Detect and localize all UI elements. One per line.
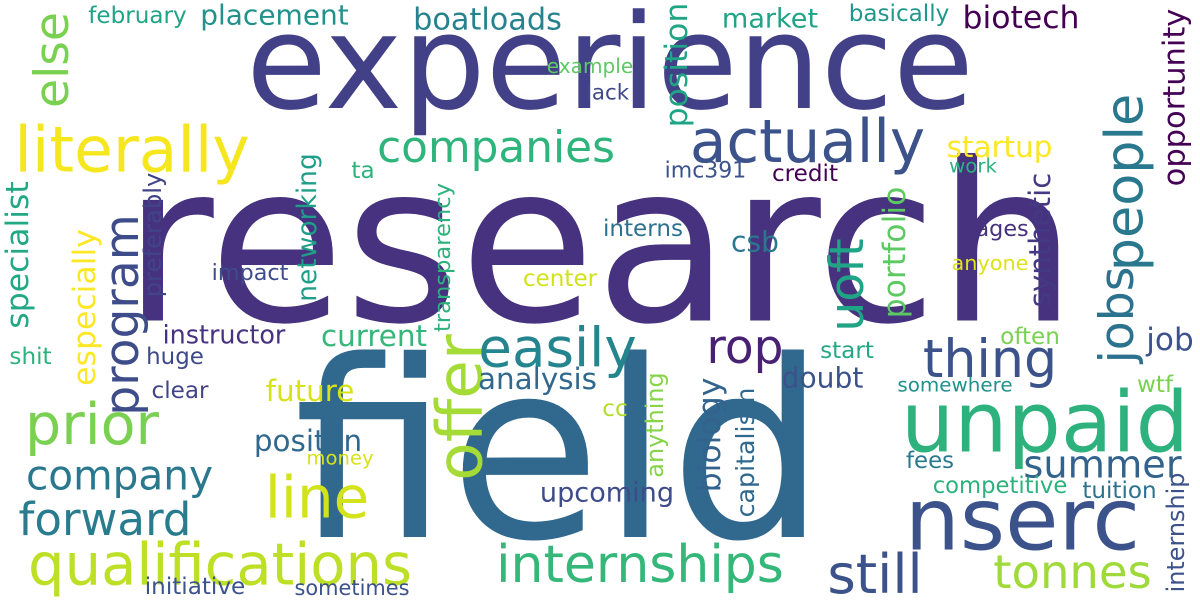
word-money: money — [306, 447, 374, 470]
word-basically: basically — [849, 1, 950, 27]
word-february: february — [88, 3, 186, 29]
word-synthetic: synthetic — [1023, 173, 1057, 307]
word-company: company — [26, 452, 213, 500]
word-rop: rop — [707, 320, 784, 375]
word-people: people — [1095, 94, 1156, 272]
word-competitive: competitive — [933, 473, 1068, 499]
word-job: job — [1145, 322, 1193, 358]
word-future: future — [266, 374, 355, 408]
word-clear: clear — [152, 378, 209, 404]
word-example: example — [547, 54, 634, 78]
word-interns: interns — [603, 216, 683, 242]
word-networking: networking — [292, 153, 323, 302]
word-prior: prior — [25, 392, 160, 458]
word-credit: credit — [772, 161, 838, 187]
word-fees: fees — [906, 448, 954, 474]
word-offer: offer — [424, 334, 497, 481]
word-csb: csb — [731, 226, 779, 259]
word-position: position — [659, 3, 695, 128]
word-portfolio: portfolio — [877, 187, 913, 319]
word-capitalism: capitalism — [731, 388, 760, 518]
word-line: line — [265, 464, 369, 532]
word-specialist: specialist — [0, 181, 36, 328]
word-especially: especially — [67, 229, 103, 386]
word-summer: summer — [1023, 443, 1181, 488]
word-current: current — [321, 319, 427, 353]
word-startup: startup — [947, 130, 1053, 164]
word-instructor: instructor — [163, 320, 286, 350]
word-lack: lack — [586, 81, 630, 106]
word-pages: pages — [961, 216, 1028, 242]
word-else: else — [25, 12, 80, 108]
word-internship: internship — [1162, 473, 1190, 593]
word-placement: placement — [200, 0, 349, 32]
word-companies: companies — [377, 122, 615, 173]
word-field: field — [294, 309, 827, 596]
word-experience: experience — [246, 0, 974, 139]
word-jobs: jobs — [1090, 267, 1145, 365]
word-often: often — [1000, 324, 1060, 350]
word-nserc: nserc — [905, 470, 1140, 571]
word-still: still — [827, 542, 922, 600]
word-start: start — [820, 338, 874, 364]
word-uoft: uoft — [820, 238, 875, 331]
word-sometimes: sometimes — [295, 576, 410, 600]
word-tuition: tuition — [1082, 478, 1156, 504]
word-transparency: transparency — [430, 183, 456, 332]
word-internships: internships — [496, 535, 784, 595]
word-impact: impact — [212, 260, 289, 286]
word-qualifications: qualifications — [28, 532, 412, 599]
word-work: work — [949, 155, 997, 178]
word-biology: biology — [692, 378, 728, 493]
word-easily: easily — [478, 316, 636, 380]
word-positon: positon — [254, 424, 362, 458]
word-cc: cc — [602, 396, 627, 422]
word-thing: thing — [923, 330, 1057, 390]
word-actually: actually — [690, 108, 925, 177]
word-program: program — [95, 214, 150, 415]
word-somewhere: somewhere — [897, 374, 1012, 397]
word-tonnes: tonnes — [993, 545, 1151, 599]
word-wtf: wtf — [1137, 372, 1174, 398]
word-center: center — [523, 266, 598, 292]
word-doubt: doubt — [782, 362, 864, 395]
word-opportunity: opportunity — [1158, 9, 1193, 187]
word-market: market — [722, 4, 818, 35]
word-shit: shit — [9, 344, 51, 370]
word-anything: anything — [641, 372, 669, 477]
word-research: research — [123, 117, 1077, 374]
word-huge: huge — [146, 344, 204, 370]
word-unpaid: unpaid — [901, 374, 1189, 472]
word-boatloads: boatloads — [413, 3, 562, 38]
word-literally: literally — [14, 114, 249, 187]
word-initiative: initiative — [145, 574, 245, 600]
word-ta: ta — [351, 158, 374, 184]
word-imc391: imc391 — [665, 159, 747, 184]
word-biotech: biotech — [962, 0, 1079, 36]
word-preferably: preferably — [138, 173, 167, 298]
word-analysis: analysis — [478, 362, 597, 396]
word-upcoming: upcoming — [540, 478, 674, 509]
word-forward: forward — [19, 493, 192, 546]
word-anyone: anyone — [952, 251, 1029, 275]
